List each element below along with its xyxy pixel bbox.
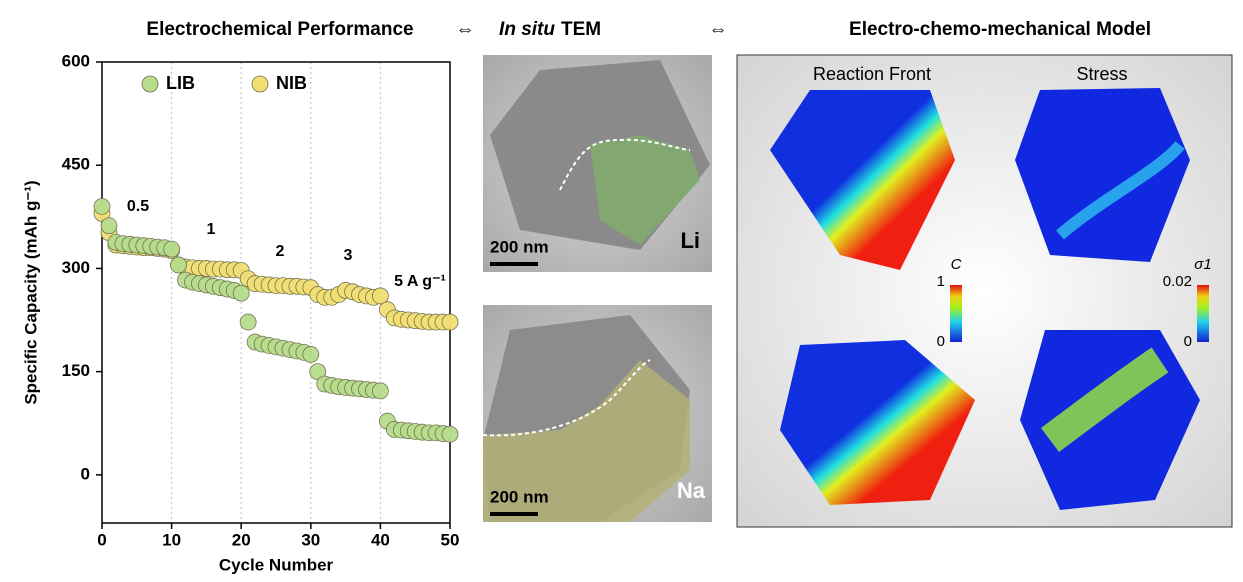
legend-marker	[252, 76, 268, 92]
annotation: 3	[344, 247, 353, 264]
legend-label: LIB	[166, 73, 195, 93]
scale-bar-label: 200 nm	[490, 487, 549, 506]
data-point	[303, 346, 319, 362]
data-point	[442, 426, 458, 442]
x-tick-label: 30	[301, 530, 320, 549]
x-tick-label: 40	[371, 530, 390, 549]
x-axis-label: Cycle Number	[219, 555, 334, 574]
header-middle-italic: In situ	[499, 19, 555, 40]
y-tick-label: 150	[62, 361, 90, 380]
x-tick-label: 20	[232, 530, 251, 549]
data-point	[240, 314, 256, 330]
figure: Electrochemical Performance ⇔ In situ TE…	[0, 0, 1243, 577]
data-point	[164, 241, 180, 257]
annotation: 0.5	[127, 198, 149, 215]
colorbar	[950, 285, 962, 342]
colorbar-label: 0.02	[1163, 273, 1192, 290]
scale-bar-label: 200 nm	[490, 237, 549, 256]
column-title: Stress	[1076, 64, 1127, 84]
element-label: Li	[680, 228, 700, 253]
colorbar-label: 0	[1184, 333, 1192, 350]
x-tick-label: 10	[162, 530, 181, 549]
y-tick-label: 300	[62, 258, 90, 277]
header-arrow: ⇔	[456, 19, 475, 40]
colorbar-label: 1	[937, 273, 945, 290]
header-right: Electro-chemo-mechanical Model	[849, 19, 1151, 40]
model-panel: Reaction Front Stress C 1 0 σ1 0.02 0	[737, 55, 1232, 527]
data-point	[94, 198, 110, 214]
colorbar-label: 0	[937, 333, 945, 350]
data-point	[101, 218, 117, 234]
x-tick-label: 50	[441, 530, 460, 549]
colorbar-title: C	[951, 256, 962, 273]
column-title: Reaction Front	[813, 64, 931, 84]
element-label: Na	[677, 478, 706, 503]
colorbar	[1197, 285, 1209, 342]
header-middle: TEM	[561, 19, 601, 40]
colorbar-title: σ1	[1194, 256, 1211, 273]
x-tick-label: 0	[97, 530, 106, 549]
y-tick-label: 450	[62, 155, 90, 174]
y-tick-label: 600	[62, 51, 90, 70]
tem-panel: 200 nm Li	[483, 55, 712, 272]
data-point	[372, 383, 388, 399]
annotation: 1	[207, 221, 216, 238]
y-axis-label: Specific Capacity (mAh g⁻¹)	[21, 180, 40, 404]
data-point	[233, 285, 249, 301]
data-point	[171, 257, 187, 273]
header-left: Electrochemical Performance	[146, 19, 413, 40]
legend-label: NIB	[276, 73, 307, 93]
data-point	[442, 314, 458, 330]
tem-panel: 200 nm Na	[483, 305, 712, 522]
annotation: 5 A g⁻¹	[394, 273, 446, 290]
annotation: 2	[276, 243, 285, 260]
header-arrow: ⇔	[709, 19, 728, 40]
y-tick-label: 0	[81, 464, 90, 483]
legend-marker	[142, 76, 158, 92]
